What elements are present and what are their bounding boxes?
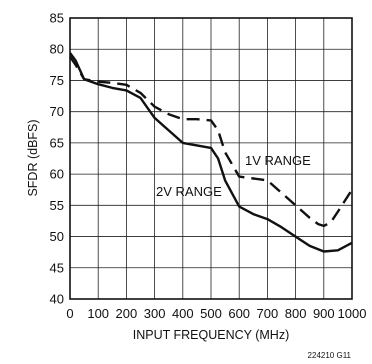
series-label-2v-range: 2V RANGE [156,184,222,199]
x-axis-title: INPUT FREQUENCY (MHz) [133,328,290,342]
figure-id: 224210 G11 [308,351,352,360]
y-axis-title: SFDR (dBFS) [26,119,40,196]
x-tick-label-1000: 1000 [338,306,367,321]
y-tick-label-40: 40 [50,292,64,307]
x-tick-label-300: 300 [144,306,166,321]
y-tick-label-65: 65 [50,135,64,150]
y-tick-label-70: 70 [50,104,64,119]
y-tick-label-55: 55 [50,198,64,213]
x-tick-label-500: 500 [200,306,222,321]
series-label-1v-range: 1V RANGE [245,153,311,168]
x-tick-label-200: 200 [116,306,138,321]
series-line-2v-range [69,52,353,253]
x-tick-label-800: 800 [285,306,307,321]
x-tick-label-100: 100 [87,306,109,321]
x-tick-label-400: 400 [172,306,194,321]
plot-frame [69,17,353,300]
x-tick-label-900: 900 [313,306,335,321]
y-tick-label-85: 85 [50,11,64,26]
y-tick-label-45: 45 [50,260,64,275]
series-line-1v-range [69,56,354,228]
y-tick-label-80: 80 [50,42,64,57]
y-tick-label-60: 60 [50,167,64,182]
y-tick-label-75: 75 [50,73,64,88]
series-lines [69,52,354,253]
x-tick-labels: 0 100 200 300 400 500 600 700 800 900 1000 [66,306,366,321]
y-tick-labels: 40 45 50 55 60 65 70 75 80 85 [50,11,64,307]
x-tick-label-600: 600 [228,306,250,321]
y-tick-label-50: 50 [50,229,64,244]
x-tick-label-700: 700 [257,306,279,321]
x-tick-label-0: 0 [66,306,73,321]
